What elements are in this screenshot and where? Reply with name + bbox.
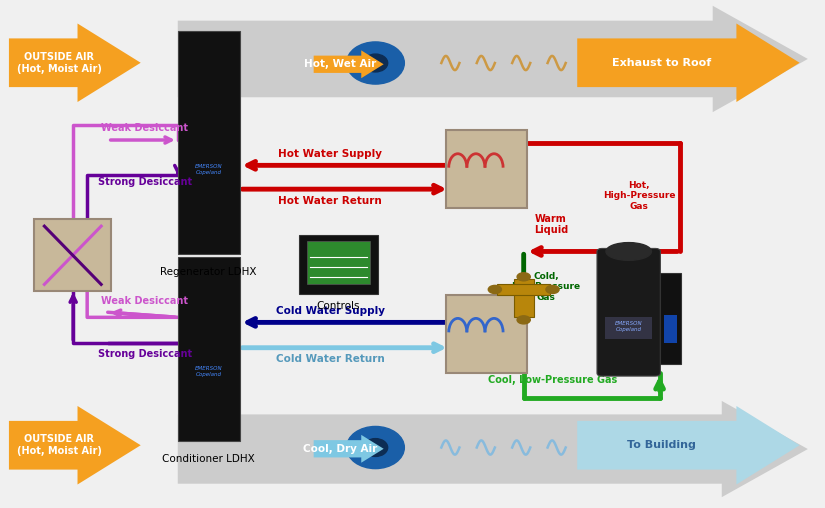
Text: Warm
Liquid: Warm Liquid (534, 214, 568, 235)
Text: Cold Water Supply: Cold Water Supply (276, 306, 384, 316)
Circle shape (517, 273, 530, 281)
FancyBboxPatch shape (35, 219, 111, 292)
Text: Cool, Dry Air: Cool, Dry Air (303, 444, 377, 454)
Text: Cold Water Return: Cold Water Return (276, 354, 384, 364)
Text: Regenerator LDHX: Regenerator LDHX (160, 267, 257, 277)
FancyBboxPatch shape (606, 317, 653, 339)
FancyBboxPatch shape (514, 279, 534, 318)
Text: OUTSIDE AIR
(Hot, Moist Air): OUTSIDE AIR (Hot, Moist Air) (16, 52, 101, 74)
Ellipse shape (346, 42, 404, 84)
Text: Exhaust to Roof: Exhaust to Roof (612, 58, 711, 68)
Circle shape (517, 316, 530, 324)
Text: Hot, Wet Air: Hot, Wet Air (304, 59, 376, 69)
Text: Conditioner LDHX: Conditioner LDHX (163, 454, 255, 464)
Polygon shape (314, 50, 384, 78)
Text: Weak Desiccant: Weak Desiccant (101, 123, 188, 134)
Polygon shape (9, 406, 141, 485)
Polygon shape (578, 23, 799, 102)
FancyBboxPatch shape (663, 315, 676, 343)
Text: Hot Water Supply: Hot Water Supply (278, 149, 382, 159)
Text: Cold,
Low-Pressure
Gas: Cold, Low-Pressure Gas (512, 272, 581, 302)
Polygon shape (177, 6, 808, 112)
FancyBboxPatch shape (446, 131, 527, 208)
FancyBboxPatch shape (307, 241, 370, 284)
Circle shape (354, 50, 397, 76)
Text: EMERSON
Copeland: EMERSON Copeland (195, 366, 223, 376)
Ellipse shape (346, 426, 404, 468)
Text: Hot,
High-Pressure
Gas: Hot, High-Pressure Gas (603, 181, 675, 211)
Text: Cool, Low-Pressure Gas: Cool, Low-Pressure Gas (488, 374, 617, 385)
Text: Strong Desiccant: Strong Desiccant (98, 349, 192, 359)
Ellipse shape (363, 438, 388, 457)
Text: Hot Water Return: Hot Water Return (278, 196, 382, 206)
FancyBboxPatch shape (299, 235, 378, 294)
Text: Controls: Controls (317, 301, 361, 310)
Text: Weak Desiccant: Weak Desiccant (101, 296, 188, 306)
FancyBboxPatch shape (497, 284, 550, 295)
Ellipse shape (363, 54, 388, 72)
Text: EMERSON
Copeland: EMERSON Copeland (615, 322, 643, 332)
FancyBboxPatch shape (446, 295, 527, 372)
Text: To Building: To Building (627, 440, 696, 450)
Text: Strong Desiccant: Strong Desiccant (98, 177, 192, 187)
FancyBboxPatch shape (597, 248, 660, 376)
Polygon shape (177, 401, 808, 497)
Circle shape (546, 285, 559, 294)
FancyBboxPatch shape (177, 31, 239, 254)
Circle shape (488, 285, 502, 294)
FancyBboxPatch shape (659, 273, 681, 364)
FancyBboxPatch shape (177, 257, 239, 441)
Text: EMERSON
Copeland: EMERSON Copeland (195, 164, 223, 175)
Text: OUTSIDE AIR
(Hot, Moist Air): OUTSIDE AIR (Hot, Moist Air) (16, 434, 101, 456)
Polygon shape (9, 23, 141, 102)
Polygon shape (314, 435, 384, 463)
Polygon shape (578, 406, 799, 485)
Ellipse shape (606, 243, 652, 260)
